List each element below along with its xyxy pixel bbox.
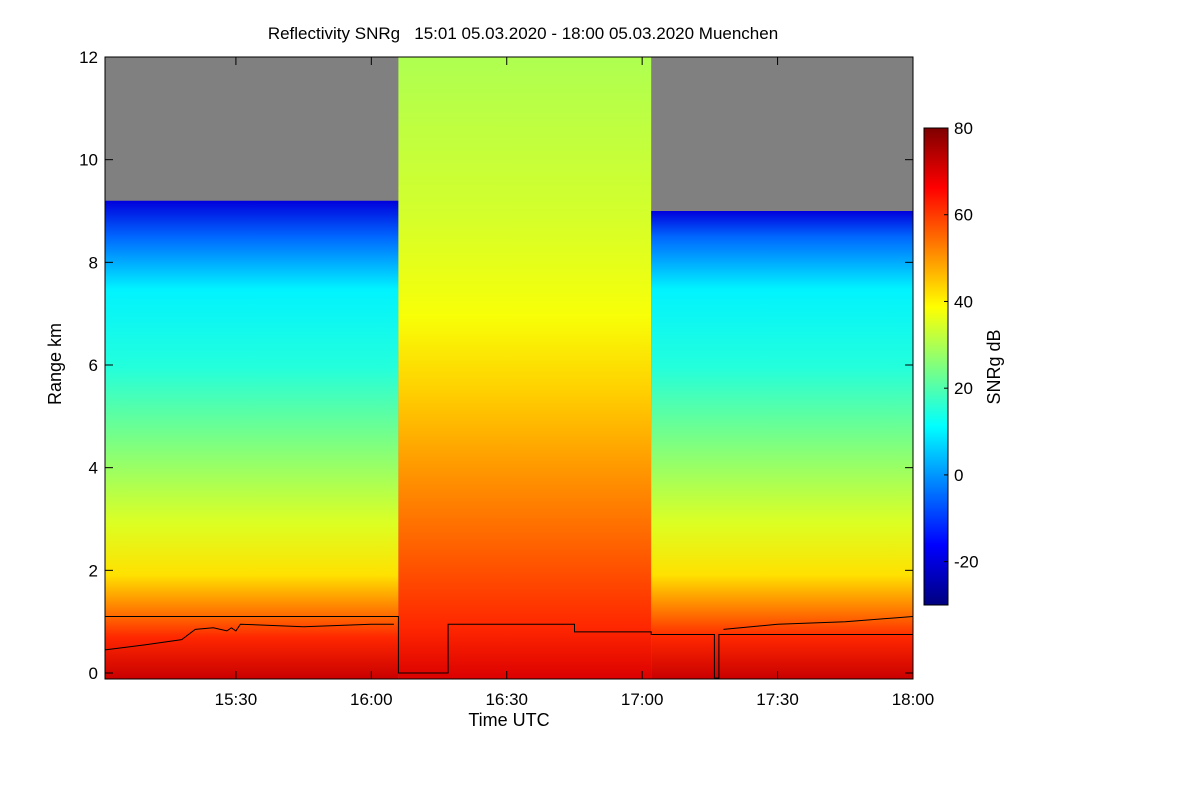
y-tick-label: 2 — [89, 561, 98, 580]
colorbar-label: SNRg dB — [984, 329, 1004, 404]
y-tick-label: 12 — [79, 48, 98, 67]
y-tick-label: 10 — [79, 151, 98, 170]
colorbar-tick-label: 40 — [954, 292, 973, 311]
colorbar: -20 0 20 40 60 80 SNRg dB — [923, 119, 1004, 606]
colorbar-tick-label: 60 — [954, 206, 973, 225]
colorbar-tick-label: 20 — [954, 379, 973, 398]
overlay-line — [105, 616, 913, 679]
x-tick-label: 17:30 — [756, 690, 799, 709]
x-tick-label: 16:00 — [350, 690, 393, 709]
x-tick-label: 16:30 — [485, 690, 528, 709]
x-tick-label: 15:30 — [215, 690, 258, 709]
y-tick-label: 8 — [89, 253, 98, 272]
colorbar-tick-label: 0 — [954, 466, 963, 485]
echo-segment — [105, 200, 399, 679]
colorbar-gradient — [923, 127, 949, 606]
y-tick-label: 4 — [89, 459, 98, 478]
y-tick-label: 0 — [89, 664, 98, 683]
x-axis-label: Time UTC — [468, 710, 549, 730]
chart-title: Reflectivity SNRg 15:01 05.03.2020 - 18:… — [268, 24, 778, 43]
x-tick-label: 18:00 — [892, 690, 935, 709]
overlay-line — [723, 616, 914, 630]
plot-frame — [104, 56, 914, 680]
plot-area: 15:30 16:00 16:30 17:00 17:30 18:00 0 2 4 6 8 10 12 — [79, 48, 934, 709]
echo-segment — [398, 57, 652, 679]
echo-segment — [651, 211, 913, 679]
y-axis-label: Range km — [45, 323, 65, 405]
y-tick-label: 6 — [89, 356, 98, 375]
overlay-line — [104, 623, 394, 651]
colorbar-tick-label: 80 — [954, 119, 973, 138]
colorbar-tick-label: -20 — [954, 553, 979, 572]
x-tick-label: 17:00 — [621, 690, 664, 709]
